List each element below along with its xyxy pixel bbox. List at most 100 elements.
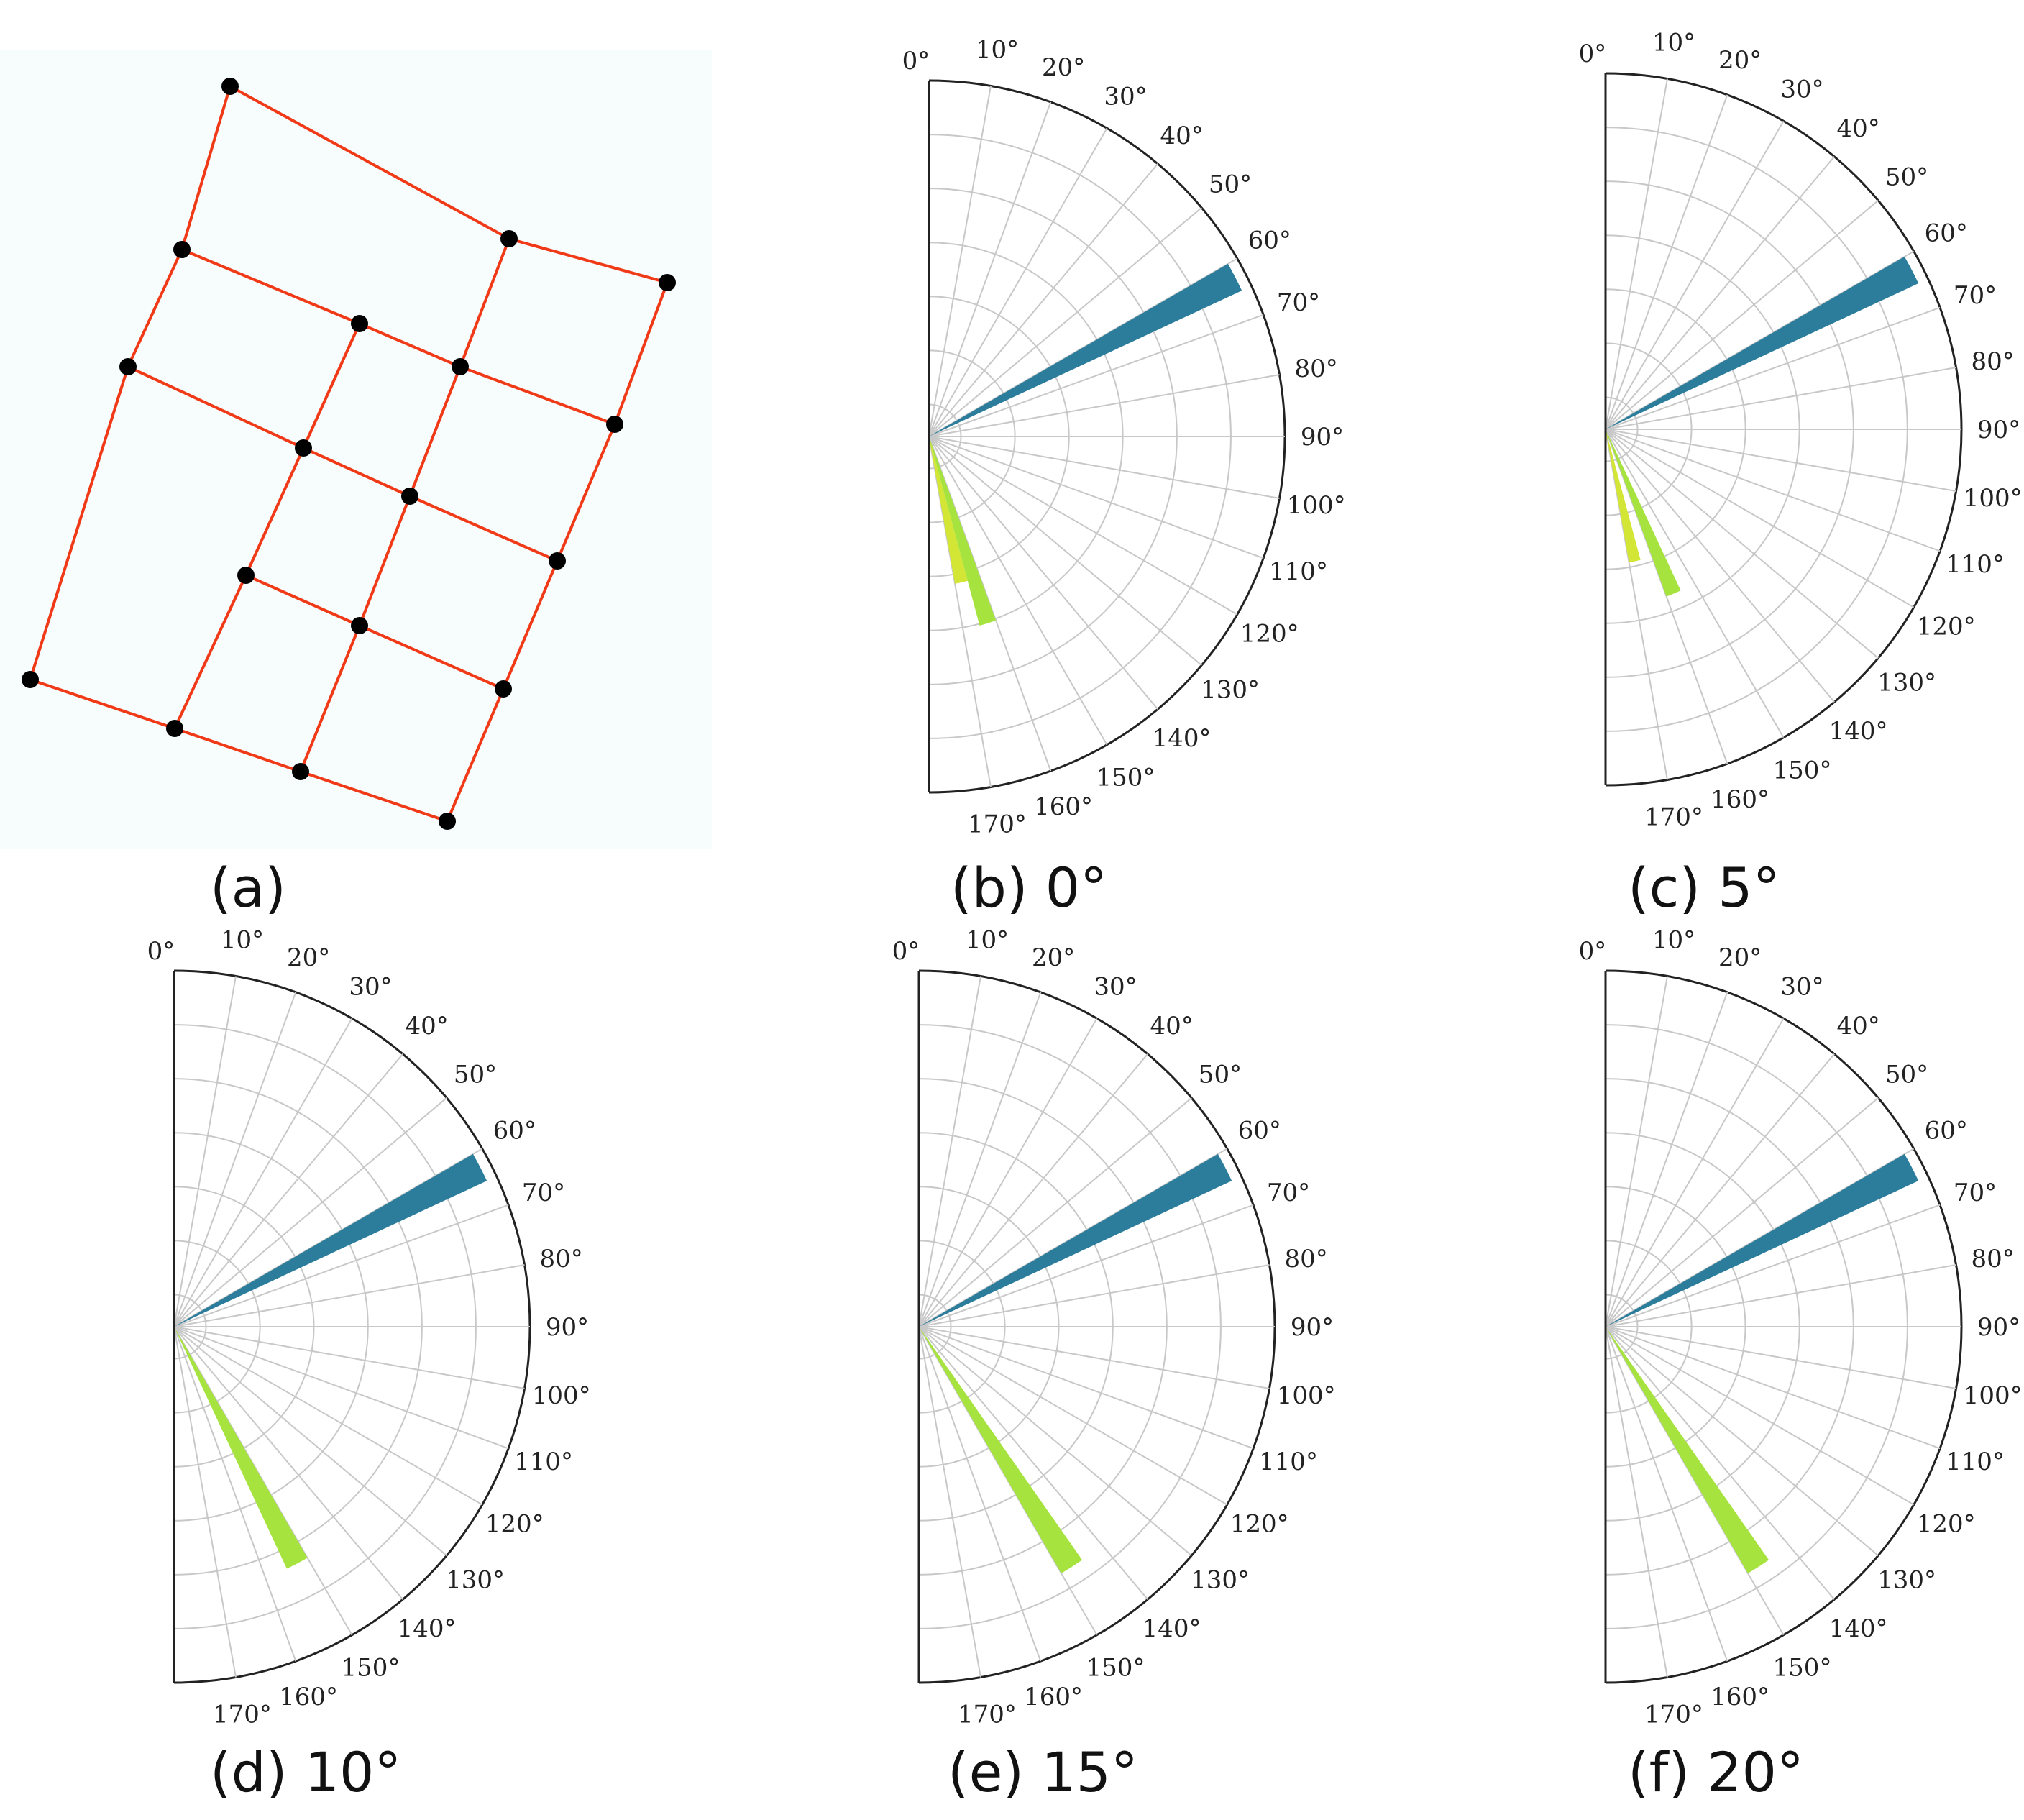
polar-grid-spoke <box>918 1204 1254 1327</box>
polar-grid-spoke <box>1605 1326 1956 1389</box>
network-node <box>351 617 368 634</box>
theta-tick-label: 0° <box>147 937 175 966</box>
caption-e: (e) 15° <box>948 1740 1138 1804</box>
caption-b: (b) 0° <box>951 856 1108 920</box>
theta-tick-label: 110° <box>1946 1448 2005 1476</box>
polar-bar <box>929 436 968 584</box>
polar-grid-spoke <box>918 1326 981 1678</box>
caption-f: (f) 20° <box>1628 1740 1804 1804</box>
polar-grid-spoke <box>918 1326 1228 1506</box>
polar-grid-spoke <box>918 1264 1270 1327</box>
theta-tick-label: 10° <box>1652 925 1695 954</box>
theta-tick-label: 30° <box>1104 82 1147 111</box>
theta-tick-label: 80° <box>540 1245 583 1273</box>
polar-grid-spoke <box>918 1018 1098 1327</box>
network-edge <box>459 365 615 426</box>
polar-grid-spoke <box>918 1053 1148 1327</box>
theta-tick-label: 130° <box>1201 676 1260 705</box>
network-edge <box>359 322 461 368</box>
polar-grid-spoke <box>1605 200 1879 430</box>
theta-tick-label: 80° <box>1972 347 2015 376</box>
polar-bar <box>919 1153 1232 1327</box>
theta-tick-label: 50° <box>1209 170 1252 198</box>
network-node <box>351 315 368 332</box>
theta-tick-label: 160° <box>1711 1683 1769 1711</box>
polar-grid-spoke <box>918 976 981 1327</box>
theta-tick-label: 50° <box>1885 163 1928 191</box>
polar-grid-spoke <box>928 163 1158 437</box>
polar-grid-spoke <box>1605 367 1956 430</box>
theta-tick-label: 80° <box>1972 1245 2015 1273</box>
polar-grid-spoke <box>928 436 1264 559</box>
polar-bar <box>929 436 997 626</box>
network-edge <box>244 447 305 576</box>
theta-tick-label: 0° <box>1579 40 1607 68</box>
polar-grid-spoke <box>1605 94 1728 430</box>
polar-grid-spoke <box>1605 429 1668 780</box>
polar-grid-spoke <box>928 436 1280 499</box>
theta-tick-label: 90° <box>1977 416 2020 444</box>
polar-grid-spoke <box>1605 1204 1941 1327</box>
polar-grid-spoke <box>1605 1326 1835 1600</box>
theta-tick-label: 40° <box>1150 1012 1193 1041</box>
network-node <box>292 763 309 780</box>
theta-tick-label: 90° <box>546 1313 589 1342</box>
network-edge <box>229 85 510 240</box>
theta-tick-label: 160° <box>279 1683 338 1711</box>
theta-tick-label: 100° <box>1287 491 1346 520</box>
theta-tick-label: 10° <box>1652 28 1695 57</box>
polar-grid-spoke <box>918 1326 1192 1556</box>
polar-bar <box>929 263 1242 436</box>
polar-grid-spoke <box>1605 1097 1879 1327</box>
network-node <box>22 671 39 688</box>
theta-tick-label: 50° <box>1885 1060 1928 1089</box>
polar-grid-spoke <box>173 976 237 1327</box>
theta-tick-label: 150° <box>1773 1654 1832 1683</box>
network-edge <box>502 560 559 690</box>
theta-tick-label: 150° <box>1096 764 1155 792</box>
polar-grid-spoke <box>918 1326 1042 1662</box>
theta-tick-label: 60° <box>1925 1117 1968 1145</box>
polar-grid-spoke <box>918 992 1042 1327</box>
polar-grid-spoke <box>918 1326 1270 1389</box>
theta-tick-label: 40° <box>1836 1012 1879 1041</box>
polar-grid-spoke <box>173 1326 447 1556</box>
network-node <box>606 416 623 433</box>
theta-tick-label: 70° <box>1954 1179 1997 1207</box>
polar-chart-e: 0° 10° 20° 30° 40°50° 60° 70° 80° 90° 100° 110° 120… <box>892 925 1336 1729</box>
polar-grid-spoke <box>1605 1264 1956 1327</box>
polar-grid-spoke <box>173 1326 297 1662</box>
theta-tick-label: 110° <box>1946 550 2005 579</box>
theta-tick-label: 140° <box>1829 717 1888 746</box>
polar-grid-spoke <box>173 1018 353 1327</box>
network-node <box>659 274 676 291</box>
polar-bar <box>174 1153 487 1327</box>
polar-grid-spoke <box>173 1204 509 1327</box>
theta-tick-label: 110° <box>1259 1448 1318 1476</box>
polar-grid-spoke <box>1605 429 1956 492</box>
theta-tick-label: 50° <box>1199 1060 1242 1089</box>
polar-grid-spoke <box>173 1264 525 1327</box>
theta-tick-label: 130° <box>1877 1566 1936 1595</box>
polar-grid-spoke <box>1605 120 1785 430</box>
theta-tick-label: 150° <box>1773 756 1832 785</box>
network-edge <box>358 495 411 626</box>
theta-tick-label: 80° <box>1295 355 1338 383</box>
theta-tick-label: 160° <box>1024 1683 1083 1711</box>
theta-tick-label: 60° <box>1238 1117 1281 1145</box>
theta-tick-label: 70° <box>522 1179 565 1207</box>
polar-grid-spoke <box>918 1326 1098 1636</box>
theta-tick-label: 120° <box>1917 613 1976 641</box>
polar-grid-spoke <box>1605 976 1668 1327</box>
polar-chart-c: 0° 10° 20° 30° 40°50° 60° 70° 80° 90° 100° 110° 120… <box>1579 28 2023 831</box>
polar-bar <box>919 1327 1083 1573</box>
theta-tick-label: 0° <box>902 47 930 76</box>
theta-tick-label: 140° <box>398 1614 457 1643</box>
theta-tick-label: 40° <box>405 1012 448 1041</box>
polar-grid-spoke <box>173 1326 525 1389</box>
caption-d: (d) 10° <box>210 1740 402 1804</box>
theta-tick-label: 80° <box>1285 1245 1328 1273</box>
theta-tick-label: 130° <box>446 1566 505 1595</box>
network-edge <box>459 238 510 367</box>
